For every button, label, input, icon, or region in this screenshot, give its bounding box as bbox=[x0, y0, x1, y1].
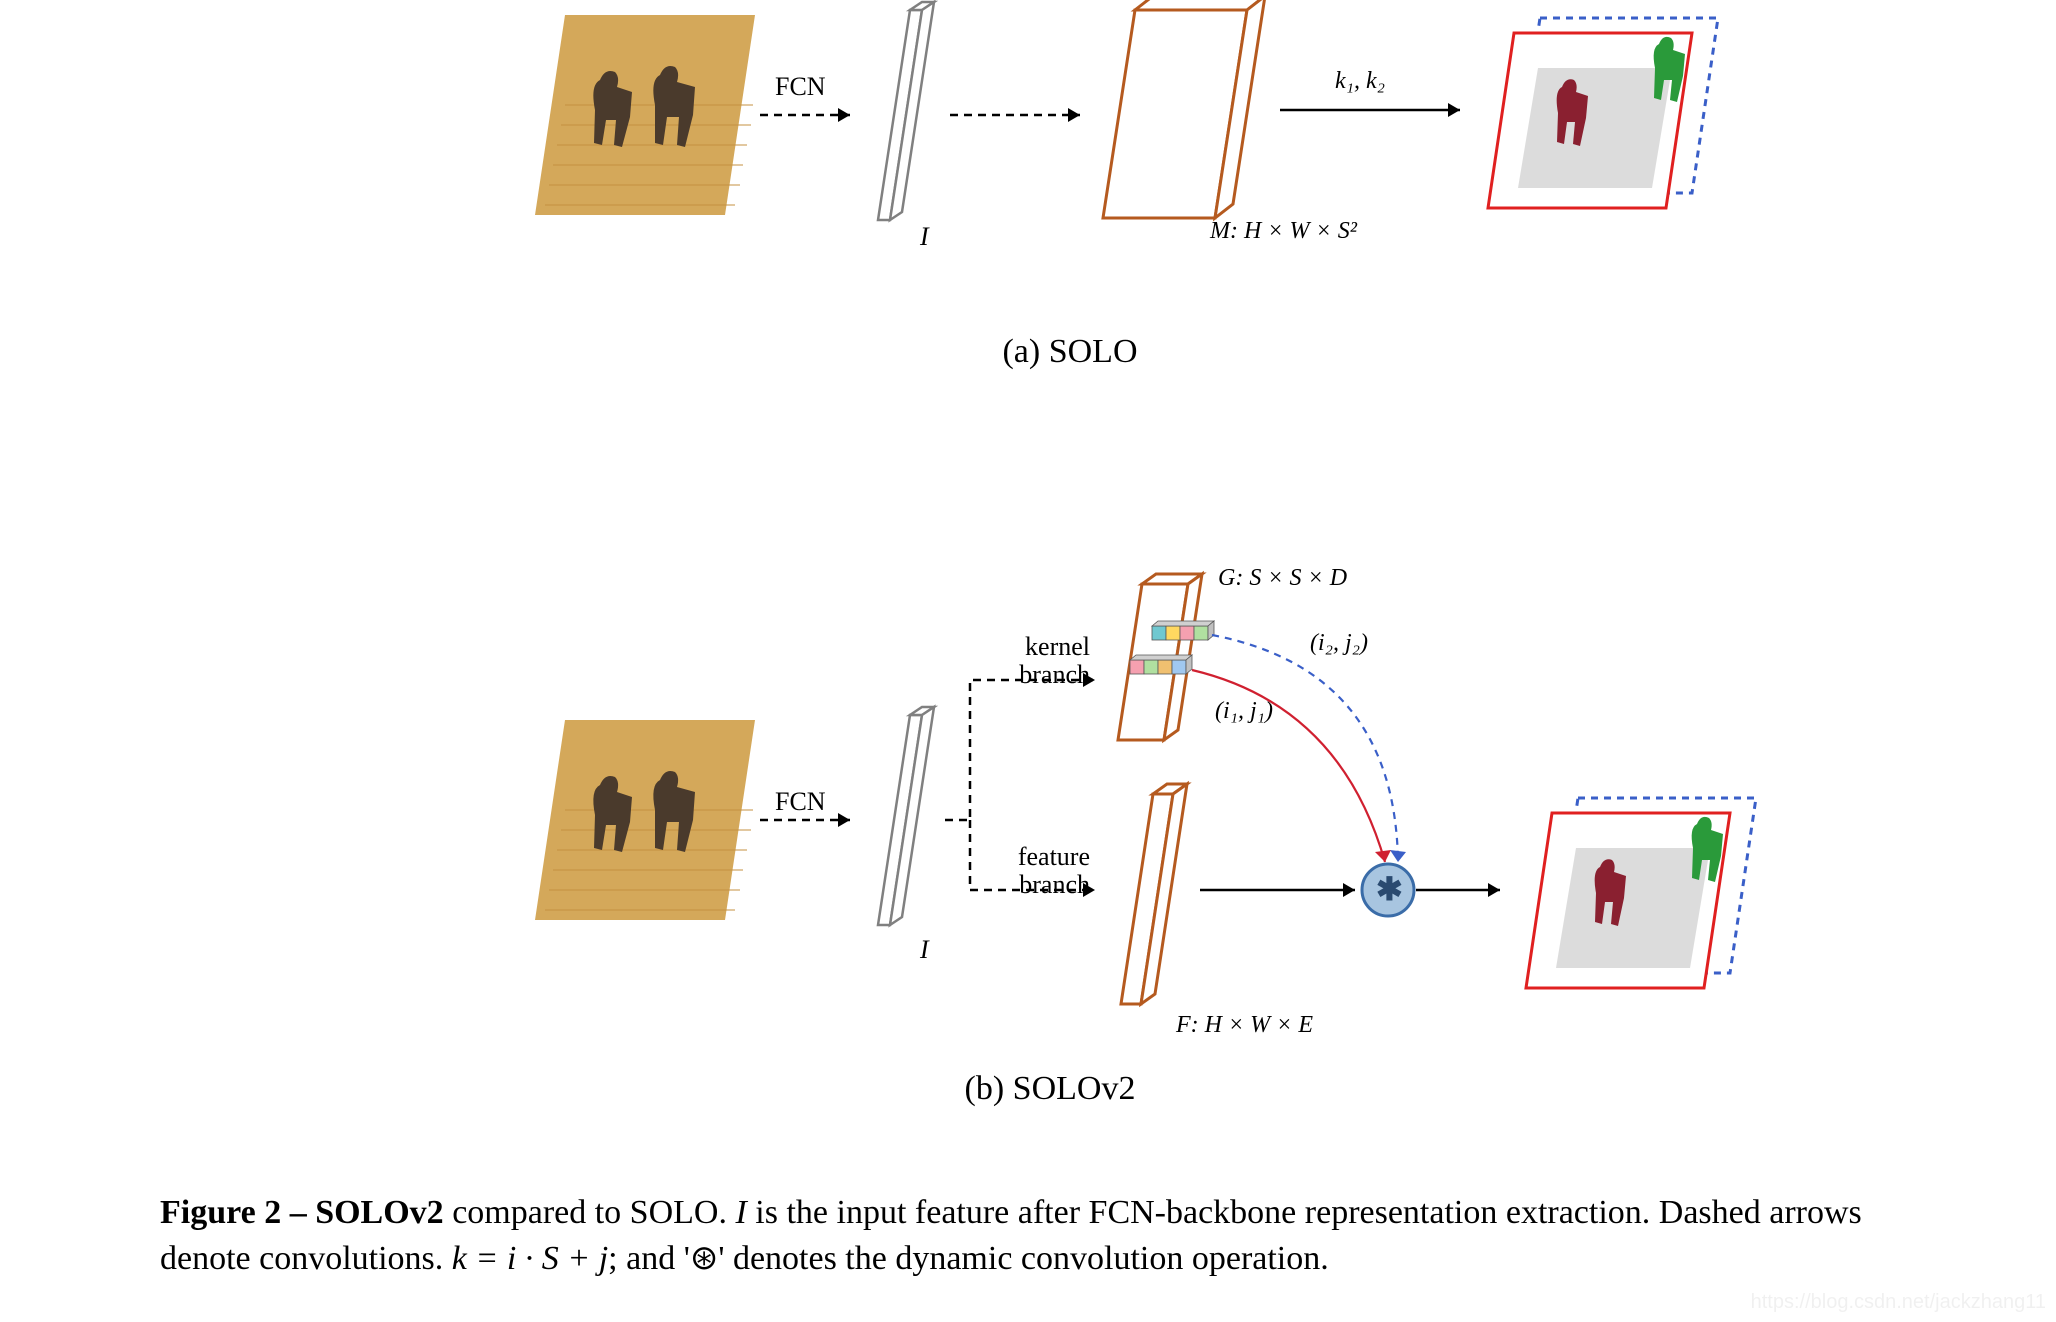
watermark: https://blog.csdn.net/jackzhang11 bbox=[1751, 1291, 2046, 1314]
figure-container: FCN I k₁, k₂ M: H × W × S² (a) SOLO bbox=[0, 0, 2056, 1322]
kernel-branch-l2: branch bbox=[1010, 660, 1090, 690]
fcn-label-b: FCN bbox=[775, 787, 826, 817]
feature-branch-l1: feature bbox=[1008, 842, 1090, 872]
k1k2-label: k₁, k₂ bbox=[1335, 68, 1385, 95]
fcn-label-a: FCN bbox=[775, 72, 826, 102]
kernel-branch-l1: kernel bbox=[1010, 632, 1090, 662]
m-dims-label: M: H × W × S² bbox=[1210, 218, 1357, 245]
subcaption-b: (b) SOLOv2 bbox=[900, 1070, 1200, 1108]
conv-symbol: ✱ bbox=[1376, 870, 1403, 908]
i1j1-label: (i₁, j₁) bbox=[1215, 698, 1273, 725]
i-label-a: I bbox=[920, 222, 929, 252]
figure-number: Figure 2 bbox=[160, 1194, 281, 1231]
solov2-diagram bbox=[0, 490, 2056, 1130]
i-label-b: I bbox=[920, 935, 929, 965]
feature-branch-l2: branch bbox=[1008, 870, 1090, 900]
caption-I: I bbox=[735, 1194, 746, 1231]
f-dims-label: F: H × W × E bbox=[1176, 1012, 1313, 1039]
figure-title: SOLOv2 bbox=[315, 1194, 443, 1231]
caption-part3: ; and '⊛' denotes the dynamic convolutio… bbox=[608, 1240, 1329, 1277]
g-dims-label: G: S × S × D bbox=[1218, 565, 1347, 592]
figure-caption: Figure 2 – SOLOv2 compared to SOLO. I is… bbox=[160, 1190, 1920, 1282]
caption-eq: k = i · S + j bbox=[452, 1240, 608, 1277]
caption-part1: compared to SOLO. bbox=[444, 1194, 736, 1231]
subcaption-a: (a) SOLO bbox=[920, 333, 1220, 371]
i2j2-label: (i₂, j₂) bbox=[1310, 630, 1368, 657]
